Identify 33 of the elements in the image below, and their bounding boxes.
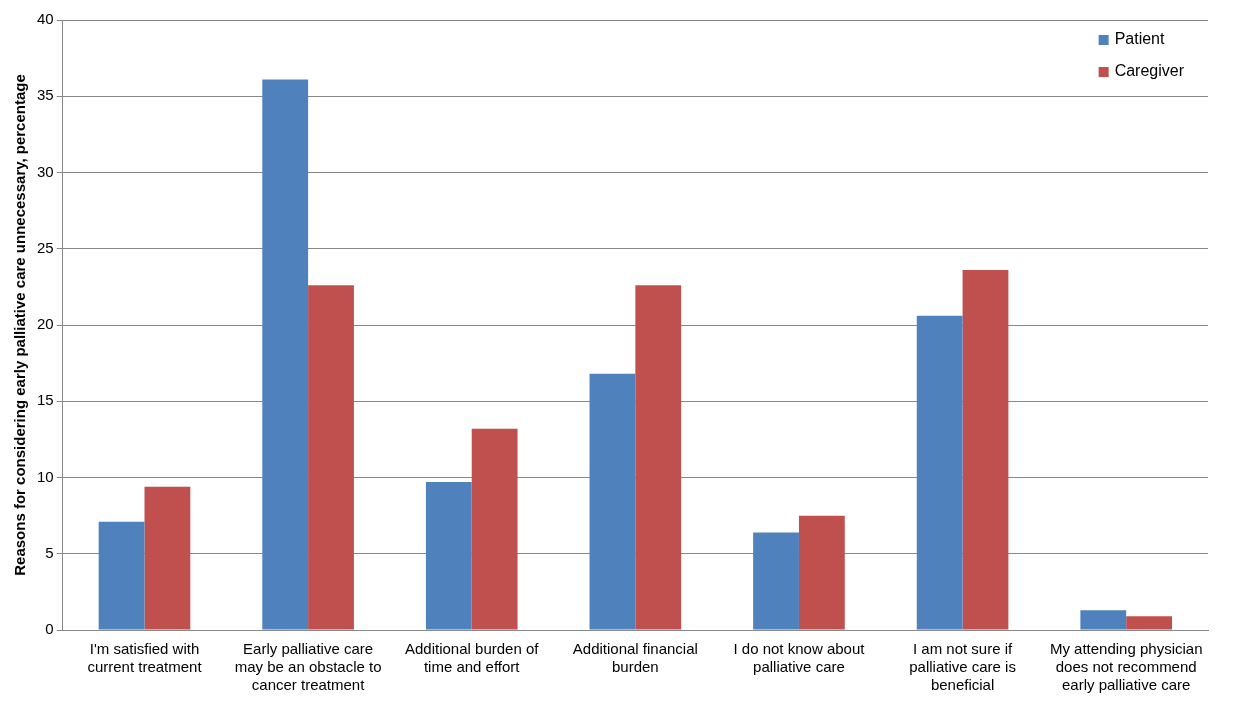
y-tick-label: 40 [37,10,54,28]
legend-label: Patient [1114,30,1166,48]
x-tick-label: My attending physician does not recommend early palliative care [1049,640,1203,694]
x-tick-label: I do not know about palliative care [733,640,866,676]
bar [962,270,1009,630]
x-tick-label: I'm satisfied with current treatment [87,640,203,676]
y-tick-label: 35 [37,86,54,104]
bar [1126,616,1172,630]
bar [262,79,309,630]
bar [308,285,354,630]
y-tick-label: 10 [37,467,54,485]
x-tick-label: I am not sure if palliative care is beneficial [909,640,1016,694]
bar [589,373,636,630]
y-tick-label: 20 [37,315,54,333]
x-tick-label: Additional financial burden [572,640,698,676]
x-tick-label: Early palliative care may be an obstacle to cancer treatment [234,640,382,694]
bar [471,428,518,630]
y-tick-label: 15 [37,391,54,409]
bar [425,482,472,630]
legend-label: Caregiver [1114,62,1185,80]
bar [1080,610,1127,630]
x-tick-label: Additional burden of time and effort [405,640,540,676]
bar [635,285,682,630]
y-tick-label: 0 [45,620,54,638]
y-tick-label: 25 [37,238,54,256]
bar [144,486,191,630]
bar [798,515,845,630]
bar [916,315,963,630]
y-tick-label: 30 [37,162,54,180]
y-tick-label: 5 [45,543,54,561]
y-axis-title: Reasons for considering early palliative care unnecessary, percentage [11,74,29,576]
bar [753,532,799,630]
bar [98,521,145,630]
